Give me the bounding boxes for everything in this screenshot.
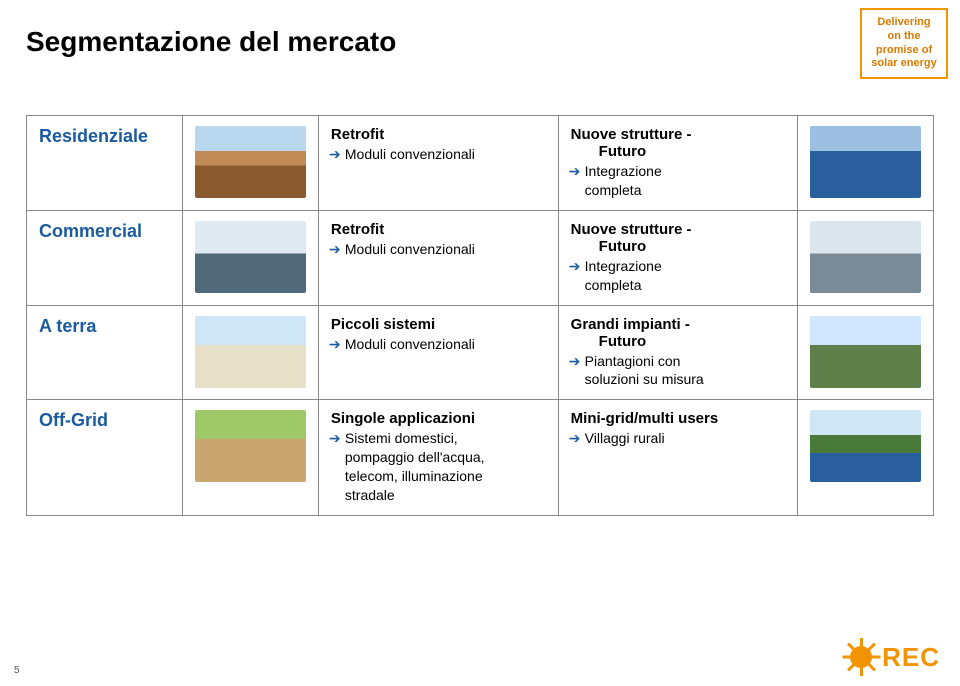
tagline-box: Delivering on the promise of solar energ…: [860, 8, 948, 79]
cell-title: Nuove strutture - Futuro: [571, 126, 786, 160]
cell-right: Nuove strutture - Futuro Integrazione co…: [558, 116, 798, 211]
table-row: A terra Piccoli sistemi Moduli convenzio…: [27, 305, 934, 400]
row-image-right: [798, 210, 934, 305]
cell-left: Retrofit Moduli convenzionali: [318, 116, 558, 211]
bullet-line: Moduli convenzionali: [331, 145, 546, 164]
cell-left: Singole applicazioni Sistemi domestici, …: [318, 400, 558, 516]
photo-placeholder: [810, 126, 921, 198]
row-image-left: [183, 210, 319, 305]
row-image-left: [183, 116, 319, 211]
cell-title: Piccoli sistemi: [331, 316, 546, 333]
logo-text: REC: [882, 642, 940, 673]
table-row: Off-Grid Singole applicazioni Sistemi do…: [27, 400, 934, 516]
row-image-left: [183, 305, 319, 400]
logo: REC: [844, 640, 940, 674]
page-title: Segmentazione del mercato: [26, 26, 396, 58]
row-label: A terra: [27, 305, 183, 400]
table-row: Commercial Retrofit Moduli convenzionali…: [27, 210, 934, 305]
photo-placeholder: [810, 221, 921, 293]
photo-placeholder: [810, 316, 921, 388]
sun-icon: [844, 640, 878, 674]
photo-placeholder: [195, 221, 306, 293]
cell-title: Singole applicazioni: [331, 410, 546, 427]
cell-left: Piccoli sistemi Moduli convenzionali: [318, 305, 558, 400]
cell-title: Mini-grid/multi users: [571, 410, 786, 427]
cell-right: Nuove strutture - Futuro Integrazione co…: [558, 210, 798, 305]
bullet-line: Sistemi domestici, pompaggio dell'acqua,…: [331, 429, 546, 505]
row-image-left: [183, 400, 319, 516]
row-label: Off-Grid: [27, 400, 183, 516]
bullet-line: Moduli convenzionali: [331, 240, 546, 259]
cell-right: Grandi impianti - Futuro Piantagioni con…: [558, 305, 798, 400]
page-number: 5: [14, 665, 20, 676]
cell-title: Retrofit: [331, 221, 546, 238]
table-row: Residenziale Retrofit Moduli convenziona…: [27, 116, 934, 211]
row-image-right: [798, 116, 934, 211]
segmentation-table: Residenziale Retrofit Moduli convenziona…: [26, 115, 934, 516]
bullet-line: Villaggi rurali: [571, 429, 786, 448]
cell-title: Retrofit: [331, 126, 546, 143]
cell-right: Mini-grid/multi users Villaggi rurali: [558, 400, 798, 516]
bullet-line: Integrazione completa: [571, 257, 786, 295]
photo-placeholder: [195, 126, 306, 198]
photo-placeholder: [810, 410, 921, 482]
photo-placeholder: [195, 316, 306, 388]
bullet-line: Integrazione completa: [571, 162, 786, 200]
cell-left: Retrofit Moduli convenzionali: [318, 210, 558, 305]
bullet-line: Piantagioni con soluzioni su misura: [571, 352, 786, 390]
row-image-right: [798, 400, 934, 516]
row-label: Commercial: [27, 210, 183, 305]
cell-title: Grandi impianti - Futuro: [571, 316, 786, 350]
bullet-line: Moduli convenzionali: [331, 335, 546, 354]
row-image-right: [798, 305, 934, 400]
cell-title: Nuove strutture - Futuro: [571, 221, 786, 255]
photo-placeholder: [195, 410, 306, 482]
row-label: Residenziale: [27, 116, 183, 211]
